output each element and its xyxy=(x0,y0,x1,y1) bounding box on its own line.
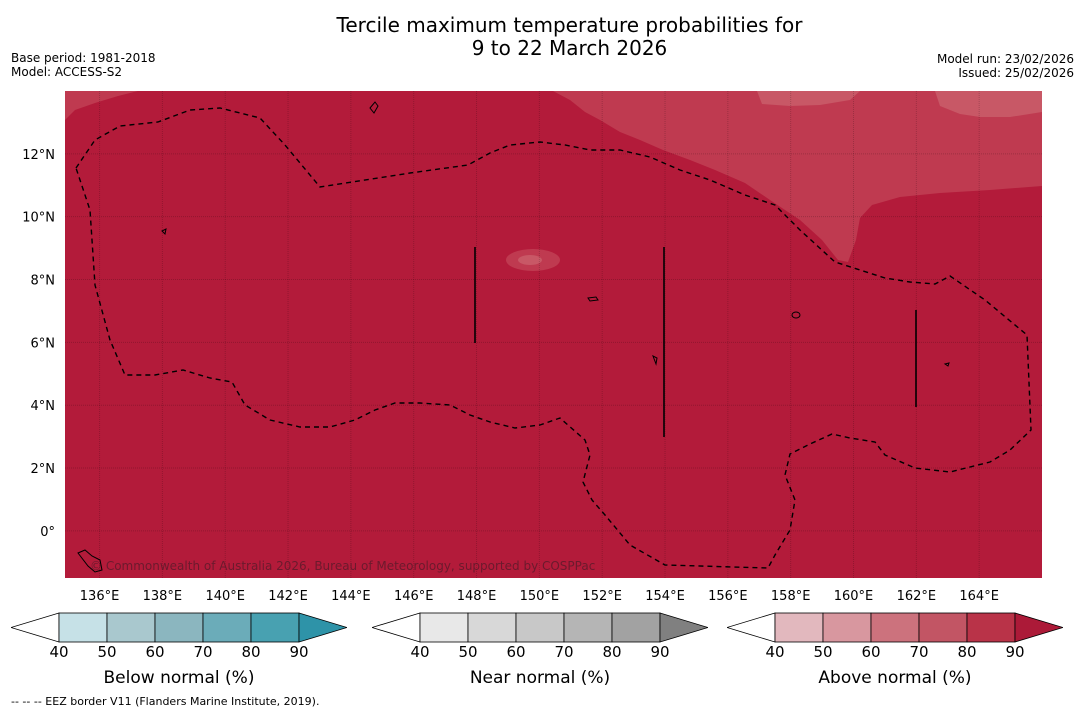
colorbar-tick-label: 60 xyxy=(861,643,881,661)
y-tick-label: 12°N xyxy=(22,148,55,163)
base-period: Base period: 1981-2018 xyxy=(11,51,156,65)
colorbar-bin xyxy=(966,612,1016,643)
colorbar-tick-label: 90 xyxy=(1005,643,1025,661)
x-tick-label: 164°E xyxy=(959,589,999,604)
island xyxy=(587,296,599,302)
colorbar-min-arrow xyxy=(370,612,421,643)
colorbar-graphic xyxy=(9,612,349,643)
colorbar-max-arrow xyxy=(659,612,710,643)
colorbar-tick-label: 80 xyxy=(241,643,261,661)
colorbar-label: Below normal (%) xyxy=(103,668,255,688)
x-tick-label: 156°E xyxy=(708,589,748,604)
island xyxy=(652,354,658,366)
meta-right: Model run: 23/02/2026 Issued: 25/02/2026 xyxy=(937,52,1074,80)
island xyxy=(77,549,103,573)
colorbar-tick-label: 50 xyxy=(458,643,478,661)
colorbar-tick-label: 40 xyxy=(410,643,430,661)
title-line-1: Tercile maximum temperature probabilitie… xyxy=(336,13,803,37)
colorbar-max-arrow xyxy=(1014,612,1065,643)
colorbar-tick-label: 70 xyxy=(909,643,929,661)
colorbar-min-arrow xyxy=(725,612,776,643)
island xyxy=(791,311,801,319)
colorbar-label: Near normal (%) xyxy=(469,668,611,688)
probability-region-80 xyxy=(65,91,138,120)
island xyxy=(943,362,950,367)
x-tick-label: 158°E xyxy=(771,589,811,604)
colorbar-tick-label: 80 xyxy=(602,643,622,661)
map-area xyxy=(65,91,1042,578)
colorbar-tick-label: 90 xyxy=(650,643,670,661)
y-tick-label: 8°N xyxy=(31,274,56,289)
colorbar-tick-label: 40 xyxy=(49,643,69,661)
colorbar-bin xyxy=(870,612,920,643)
x-tick-label: 154°E xyxy=(645,589,685,604)
colorbar-bin xyxy=(58,612,108,643)
colorbar-bin xyxy=(918,612,968,643)
colorbar-tick-label: 90 xyxy=(289,643,309,661)
grid-lines xyxy=(65,91,1042,578)
colorbar-bin xyxy=(467,612,517,643)
colorbar-tick-label: 80 xyxy=(957,643,977,661)
eez-border xyxy=(75,107,1032,569)
colorbar-bin xyxy=(563,612,613,643)
colorbar-bin xyxy=(250,612,300,643)
probability-region-70-east xyxy=(935,91,1042,117)
x-tick-label: 140°E xyxy=(205,589,245,604)
x-tick-label: 144°E xyxy=(331,589,371,604)
colorbar-min-arrow xyxy=(9,612,60,643)
meta-left: Base period: 1981-2018 Model: ACCESS-S2 xyxy=(11,51,156,79)
x-tick-label: 162°E xyxy=(897,589,937,604)
model-run: Model run: 23/02/2026 xyxy=(936,52,1074,66)
axes: 136°E 138°E 140°E 142°E 144°E 146°E 148°E 150°E… xyxy=(22,148,999,604)
colorbar-bin xyxy=(515,612,565,643)
island xyxy=(369,101,379,114)
x-tick-label: 148°E xyxy=(457,589,497,604)
colorbar-bin xyxy=(154,612,204,643)
colorbar-graphic xyxy=(370,612,710,643)
colorbar-tick-label: 70 xyxy=(193,643,213,661)
x-tick-label: 152°E xyxy=(582,589,622,604)
colorbar-label: Above normal (%) xyxy=(818,668,972,688)
colorbar-tick-label: 50 xyxy=(97,643,117,661)
model-name: Model: ACCESS-S2 xyxy=(11,65,123,79)
chart-title: Tercile maximum temperature probabilitie… xyxy=(0,14,1085,60)
copyright-notice: © Commonwealth of Australia 2026, Bureau… xyxy=(90,559,596,573)
y-tick-label: 2°N xyxy=(31,462,56,477)
colorbar-tick-label: 50 xyxy=(813,643,833,661)
x-tick-label: 138°E xyxy=(143,589,183,604)
colorbar-bin xyxy=(106,612,156,643)
y-tick-label: 6°N xyxy=(31,336,56,351)
probability-patch-70 xyxy=(518,255,542,265)
x-tick-label: 142°E xyxy=(268,589,308,604)
colorbar-1: 40 50 60 70 80 90 Near normal (%) xyxy=(370,612,710,707)
colorbar-tick-label: 60 xyxy=(145,643,165,661)
island xyxy=(161,228,167,236)
eez-footnote: -- -- -- EEZ border V11 (Flanders Marine… xyxy=(11,695,320,708)
x-tick-label: 150°E xyxy=(520,589,560,604)
x-tick-label: 146°E xyxy=(394,589,434,604)
colorbar-bin xyxy=(611,612,661,643)
y-tick-label: 0° xyxy=(40,525,55,540)
colorbar-bin xyxy=(419,612,469,643)
islands xyxy=(77,101,950,573)
colorbar-0: 40 50 60 70 80 90 Below normal (%) xyxy=(9,612,349,707)
issued-date: Issued: 25/02/2026 xyxy=(958,66,1074,80)
y-tick-label: 10°N xyxy=(22,211,55,226)
probability-region-80-north xyxy=(553,91,1042,262)
colorbar-bin xyxy=(202,612,252,643)
x-tick-label: 160°E xyxy=(834,589,874,604)
x-tick-label: 136°E xyxy=(80,589,120,604)
colorbar-max-arrow xyxy=(298,612,349,643)
colorbar-bin xyxy=(822,612,872,643)
colorbar-tick-label: 40 xyxy=(765,643,785,661)
colorbar-bin xyxy=(774,612,824,643)
probability-region-70 xyxy=(757,91,860,106)
colorbar-2: 40 50 60 70 80 90 Above normal (%) xyxy=(725,612,1065,707)
colorbar-graphic xyxy=(725,612,1065,643)
colorbar-tick-label: 70 xyxy=(554,643,574,661)
title-line-2: 9 to 22 March 2026 xyxy=(471,36,668,60)
colorbar-tick-label: 60 xyxy=(506,643,526,661)
y-tick-label: 4°N xyxy=(31,399,56,414)
